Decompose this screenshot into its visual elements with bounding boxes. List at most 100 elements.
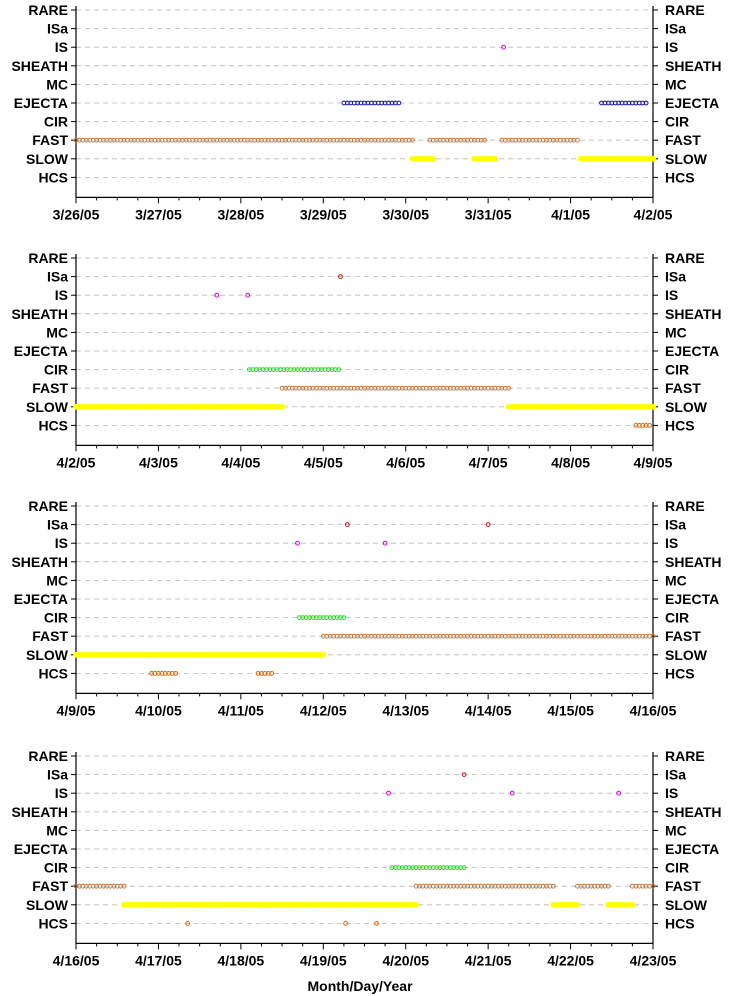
panel-1: RARE RARE ISa ISa IS IS SHEATH SHEATH MC MC EJECTA… — [11, 2, 721, 222]
x-tick-label: 4/13/05 — [382, 702, 429, 718]
data-point-isa — [485, 522, 491, 527]
left-category-label-isa: ISa — [47, 269, 68, 285]
left-category-label-slow: SLOW — [26, 151, 69, 167]
left-category-label-rare: RARE — [28, 2, 68, 18]
data-point-is — [382, 540, 388, 546]
left-category-label-rare: RARE — [28, 250, 68, 266]
data-point-fast — [650, 883, 656, 889]
x-tick-label: 4/7/05 — [469, 454, 508, 470]
right-category-label-ejecta: EJECTA — [665, 841, 719, 857]
x-tick-label: 4/15/05 — [547, 702, 594, 718]
series-fast — [279, 385, 512, 391]
left-category-label-fast: FAST — [32, 628, 68, 644]
left-category-label-slow: SLOW — [26, 647, 69, 663]
right-category-label-cir: CIR — [665, 362, 689, 378]
right-category-label-rare: RARE — [665, 748, 705, 764]
series-isa — [338, 274, 343, 280]
right-category-label-mc: MC — [665, 324, 687, 340]
right-category-label-is: IS — [665, 39, 678, 55]
data-point-fast — [605, 883, 611, 889]
left-category-label-mc: MC — [46, 324, 68, 340]
data-point-isa — [461, 772, 467, 777]
series-cir — [389, 865, 467, 870]
series-fast — [320, 633, 656, 639]
right-category-label-sheath: SHEATH — [665, 554, 722, 570]
left-category-label-hcs: HCS — [38, 665, 68, 681]
series-hcs — [185, 921, 379, 926]
left-category-label-is: IS — [55, 535, 68, 551]
series-isa — [461, 772, 467, 777]
data-point-isa — [338, 274, 343, 280]
left-category-label-mc: MC — [46, 572, 68, 588]
right-category-label-mc: MC — [665, 822, 687, 838]
x-tick-label: 4/22/05 — [547, 952, 594, 968]
left-category-label-slow: SLOW — [26, 897, 69, 913]
right-category-label-fast: FAST — [665, 628, 701, 644]
x-tick-label: 4/21/05 — [465, 952, 512, 968]
left-category-label-fast: FAST — [32, 878, 68, 894]
data-point-is — [386, 790, 391, 796]
right-category-label-cir: CIR — [665, 114, 689, 130]
data-point-cir — [341, 615, 347, 620]
data-point-hcs — [343, 921, 349, 926]
x-tick-label: 4/9/05 — [634, 454, 673, 470]
right-category-label-isa: ISa — [665, 269, 686, 285]
right-category-label-is: IS — [665, 287, 678, 303]
x-tick-label: 4/11/05 — [218, 702, 264, 718]
series-is — [386, 790, 622, 796]
data-point-is — [214, 292, 220, 298]
data-point-fast — [575, 137, 580, 143]
x-tick-label: 3/29/05 — [300, 206, 347, 222]
series-cir — [247, 367, 342, 373]
x-tick-label: 4/18/05 — [217, 952, 264, 968]
panel-2: RARE RARE ISa ISa IS IS SHEATH SHEATH MC MC EJECTA… — [11, 250, 721, 470]
x-tick-label: 4/14/05 — [465, 702, 512, 718]
x-tick-label: 4/5/05 — [304, 454, 343, 470]
data-point-ejecta — [396, 100, 402, 106]
right-category-label-sheath: SHEATH — [665, 306, 722, 322]
right-category-label-hcs: HCS — [665, 169, 695, 185]
right-category-label-rare: RARE — [665, 498, 705, 514]
x-tick-label: 4/4/05 — [221, 454, 260, 470]
series-ejecta — [341, 100, 649, 106]
data-point-hcs — [173, 671, 179, 676]
right-category-label-isa: ISa — [665, 767, 686, 783]
data-point-slow — [279, 403, 285, 410]
x-axis-title: Month/Day/Year — [307, 978, 413, 994]
data-point-fast — [121, 883, 127, 889]
right-category-label-slow: SLOW — [665, 647, 708, 663]
panel-3: RARE RARE ISa ISa IS IS SHEATH SHEATH MC MC EJECTA… — [11, 498, 721, 718]
right-category-label-mc: MC — [665, 76, 687, 92]
left-category-label-sheath: SHEATH — [11, 554, 68, 570]
left-category-label-is: IS — [55, 39, 68, 55]
series-slow — [73, 651, 327, 658]
left-category-label-rare: RARE — [28, 748, 68, 764]
right-category-label-hcs: HCS — [665, 915, 695, 931]
data-point-isa — [344, 522, 350, 527]
left-category-label-cir: CIR — [44, 362, 68, 378]
data-point-fast — [506, 385, 512, 391]
x-tick-label: 4/2/05 — [57, 454, 96, 470]
data-point-is — [245, 292, 251, 298]
x-tick-label: 4/10/05 — [135, 702, 182, 718]
right-category-label-fast: FAST — [665, 878, 701, 894]
x-tick-label: 4/9/05 — [57, 702, 96, 718]
left-category-label-isa: ISa — [47, 767, 68, 783]
data-point-slow — [650, 155, 656, 162]
right-category-label-slow: SLOW — [665, 897, 708, 913]
data-point-cir — [336, 367, 342, 373]
series-is — [295, 540, 388, 546]
x-tick-label: 3/28/05 — [217, 206, 264, 222]
data-point-slow — [413, 901, 419, 908]
right-category-label-isa: ISa — [665, 21, 686, 37]
x-tick-label: 4/1/05 — [551, 206, 590, 222]
left-category-label-slow: SLOW — [26, 399, 69, 415]
right-category-label-cir: CIR — [665, 860, 689, 876]
x-tick-label: 4/16/05 — [53, 952, 100, 968]
x-tick-label: 4/2/05 — [634, 206, 673, 222]
right-category-label-slow: SLOW — [665, 399, 708, 415]
series-slow — [121, 901, 636, 908]
data-point-slow — [320, 651, 327, 658]
data-point-slow — [629, 901, 636, 908]
left-category-label-mc: MC — [46, 822, 68, 838]
